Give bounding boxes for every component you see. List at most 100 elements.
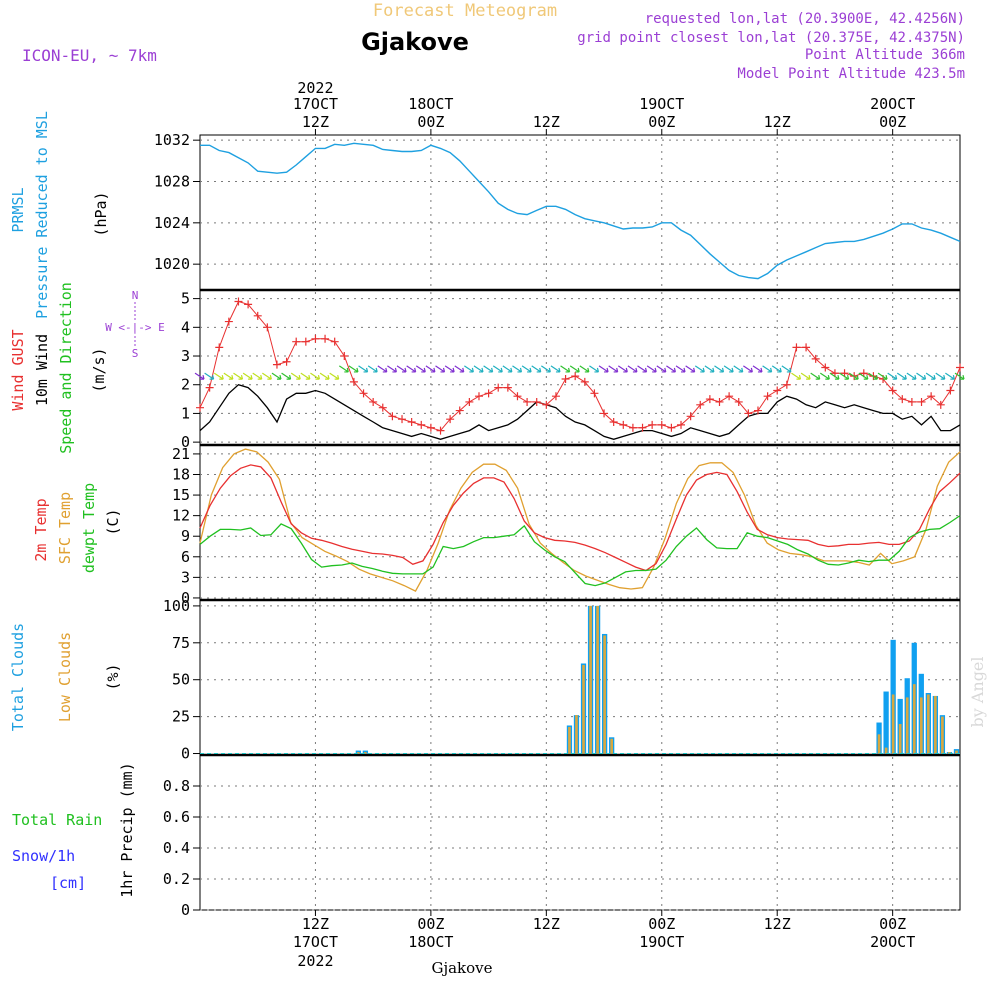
wind-direction-arrow — [628, 366, 637, 372]
footer-location: Gjakove — [431, 959, 492, 977]
gust-marker — [408, 418, 416, 426]
low-cloud-bar — [603, 635, 606, 753]
bottom-time-label: 00Z — [648, 915, 675, 933]
wind-direction-arrow — [609, 366, 618, 372]
wind-direction-arrow — [638, 366, 647, 372]
wind-direction-arrow — [243, 373, 252, 379]
wind-direction-arrow — [618, 366, 627, 372]
wind-direction-arrow — [666, 366, 675, 372]
y-tick-label: 0 — [181, 901, 190, 919]
wind-direction-arrow — [522, 366, 531, 372]
wind-direction-arrow — [714, 366, 723, 372]
wind-direction-arrow — [551, 366, 560, 372]
low-cloud-bar — [899, 724, 902, 754]
y-tick-label: 15 — [172, 486, 190, 504]
compass-legend: N W <-|-> E S — [105, 289, 165, 360]
bottom-time-label: 20OCT — [870, 933, 915, 951]
gust-marker — [215, 343, 223, 351]
wind-direction-arrow — [791, 373, 800, 379]
gust-marker — [417, 421, 425, 429]
wind-unit-label: (m/s) — [90, 347, 108, 392]
low-cloud-bar — [582, 665, 585, 754]
bottom-time-label: 18OCT — [408, 933, 453, 951]
wind-direction-arrow — [647, 366, 656, 372]
bottom-time-label: 00Z — [879, 915, 906, 933]
wind-direction-arrow — [359, 366, 368, 372]
top-time-label: 00Z — [648, 113, 675, 131]
pressure-series — [200, 143, 960, 278]
wind-direction-arrow — [310, 373, 319, 379]
wind-direction-arrow — [320, 373, 329, 379]
wind-10m-line — [200, 385, 960, 440]
gust-marker — [773, 386, 781, 394]
precip-unit-label: 1hr Precip (mm) — [118, 762, 136, 897]
gust-marker — [427, 424, 435, 432]
y-tick-label: 75 — [172, 634, 190, 652]
compass-row: W <-|-> E — [105, 321, 165, 334]
low-cloud-bar — [927, 694, 930, 753]
dewpt-label: dewpt Temp — [80, 483, 98, 573]
wind-direction-arrow — [378, 366, 387, 372]
top-time-label: 20OCT — [870, 95, 915, 113]
gust-marker — [311, 335, 319, 343]
y-tick-label: 0.4 — [163, 839, 190, 857]
model-altitude: Model Point Altitude 423.5m — [737, 66, 965, 82]
wind-direction-arrow — [580, 366, 589, 372]
y-tick-labels: 1020102410281032012345036912151821025507… — [154, 131, 200, 919]
bottom-time-label: 2022 — [297, 952, 333, 970]
y-tick-label: 100 — [163, 597, 190, 615]
wind-direction-arrow — [936, 373, 945, 379]
wind-direction-arrow — [897, 373, 906, 379]
cloud-unit-label: (%) — [104, 663, 122, 690]
wind-direction-arrow — [484, 366, 493, 372]
y-tick-label: 1020 — [154, 255, 190, 273]
gust-marker — [667, 424, 675, 432]
cloud-labels: Total Clouds Low Clouds (%) — [9, 623, 122, 731]
wind-direction-arrow — [272, 373, 281, 379]
wind-10m-label: 10m Wind — [33, 334, 51, 406]
low-cloud-bar — [878, 734, 881, 753]
wind-direction-arrow — [224, 373, 233, 379]
gust-marker — [946, 386, 954, 394]
low-cloud-bar — [885, 748, 888, 754]
gust-marker — [273, 361, 281, 369]
gust-marker — [523, 398, 531, 406]
gust-marker — [321, 335, 329, 343]
gust-marker — [283, 358, 291, 366]
gust-marker — [629, 424, 637, 432]
y-tick-label: 18 — [172, 465, 190, 483]
low-cloud-bar — [920, 697, 923, 753]
y-tick-label: 0.2 — [163, 870, 190, 888]
total-rain-label: Total Rain — [12, 811, 102, 829]
wind-direction-arrow — [676, 366, 685, 372]
wind-direction-arrow — [917, 373, 926, 379]
wind-direction-arrow — [926, 373, 935, 379]
location-title: Gjakove — [361, 28, 469, 56]
low-cloud-bar — [941, 717, 944, 754]
y-tick-label: 1028 — [154, 173, 190, 191]
low-cloud-label: Low Clouds — [56, 632, 74, 722]
wind-direction-arrow — [214, 373, 223, 379]
wind-direction-arrow — [599, 366, 608, 372]
wind-direction-arrow — [205, 373, 214, 379]
gust-marker — [340, 352, 348, 360]
wind-direction-arrow — [532, 366, 541, 372]
y-tick-label: 0.6 — [163, 808, 190, 826]
low-cloud-bar — [906, 697, 909, 753]
plot-frame — [200, 135, 960, 910]
y-tick-label: 1 — [181, 404, 190, 422]
wind-direction-arrow — [695, 366, 704, 372]
y-tick-label: 6 — [181, 548, 190, 566]
precip-labels: Total Rain Snow/1h [cm] 1hr Precip (mm) — [12, 762, 136, 897]
gust-marker — [783, 381, 791, 389]
panel-grids — [200, 137, 960, 910]
pressure-unit-label: (hPa) — [92, 191, 110, 236]
requested-coords: requested lon,lat (20.3900E, 42.4256N) — [645, 11, 965, 27]
wind-direction-arrow — [339, 366, 348, 372]
bottom-time-label: 12Z — [764, 915, 791, 933]
gust-marker — [562, 375, 570, 383]
total-cloud-bar — [883, 692, 888, 754]
t2m-label: 2m Temp — [32, 498, 50, 561]
wind-direction-arrow — [734, 366, 743, 372]
